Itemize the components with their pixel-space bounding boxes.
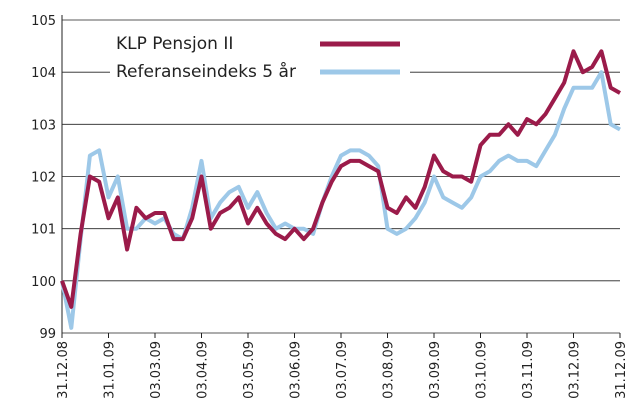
legend-label: Referanseindeks 5 år xyxy=(116,61,296,82)
x-tick-label: 31.01.09 xyxy=(103,341,118,399)
x-tick-label: 03.06.09 xyxy=(289,341,304,399)
y-tick-label: 99 xyxy=(39,327,56,342)
y-tick-label: 101 xyxy=(31,223,56,238)
x-tick-label: 03.09.09 xyxy=(428,341,443,399)
x-tick-label: 03.05.09 xyxy=(242,341,257,399)
x-tick-label: 03.07.09 xyxy=(335,341,350,399)
x-tick-label: 31.12.09 xyxy=(614,341,627,399)
series-line xyxy=(60,49,621,309)
x-tick-label: 03.08.09 xyxy=(382,341,397,399)
y-tick-label: 100 xyxy=(31,275,56,290)
y-tick-label: 105 xyxy=(31,14,56,29)
x-tick-label: 03.03.09 xyxy=(149,341,164,399)
y-tick-label: 103 xyxy=(31,118,56,133)
x-tick-label: 03.12.09 xyxy=(568,341,583,399)
legend-label: KLP Pensjon II xyxy=(116,34,233,54)
series-line xyxy=(60,70,621,330)
x-tick-label: 31.12.08 xyxy=(56,341,71,399)
x-tick-label: 03.10.09 xyxy=(475,341,490,399)
y-tick-label: 104 xyxy=(31,66,56,81)
y-tick-label: 102 xyxy=(31,171,56,186)
x-tick-label: 03.11.09 xyxy=(521,341,536,399)
x-tick-label: 03.04.09 xyxy=(196,341,211,399)
